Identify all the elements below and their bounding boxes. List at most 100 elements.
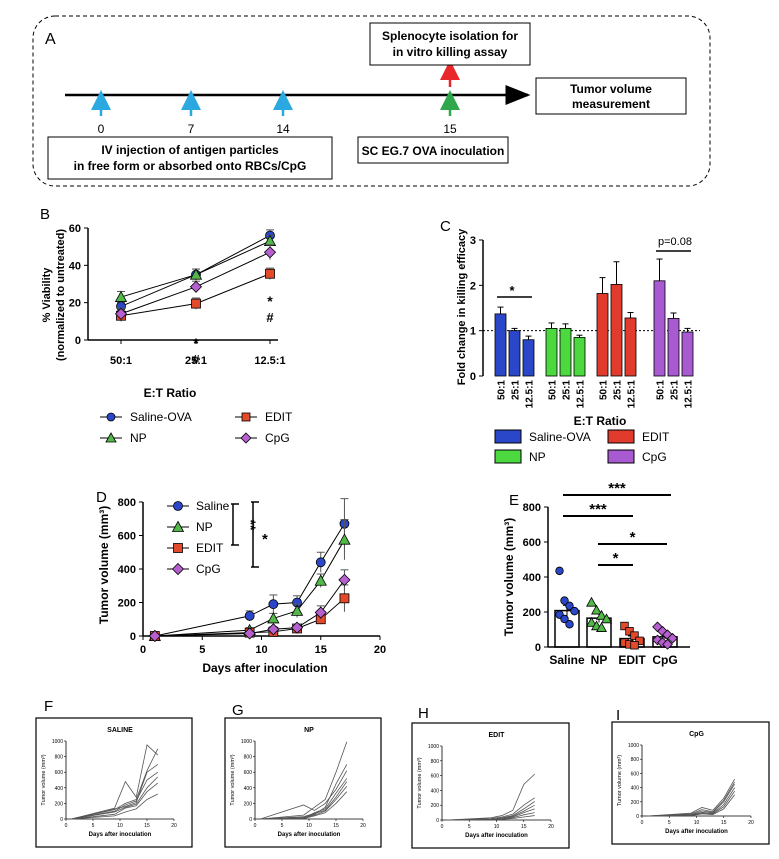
- panel-e-xtick-label: CpG: [652, 653, 677, 667]
- small-panel-series-line: [71, 764, 159, 820]
- small-panel-xtick-label: 5: [281, 823, 284, 829]
- panel-d-ytick-label: 0: [130, 631, 136, 643]
- panel-e-point: [560, 614, 569, 624]
- panel-e-point: [635, 636, 644, 646]
- panel-c-xtick-label: 25:1: [562, 380, 573, 400]
- small-panel-ytick-label: 200: [631, 800, 640, 806]
- small-panel-ytick-label: 0: [436, 818, 439, 824]
- panel-d-legend-marker: [173, 501, 183, 511]
- small-panel-xtick-label: 10: [306, 823, 312, 829]
- small-panel-ytick-label: 800: [631, 757, 640, 763]
- small-panel-ylabel: Tumor volume (mm³): [617, 755, 623, 806]
- panel-e-xtick-label: Saline: [549, 653, 585, 667]
- small-panel-ytick-label: 400: [431, 788, 440, 794]
- day-0-label: 0: [98, 122, 105, 136]
- panel-d-point: [290, 621, 304, 634]
- small-panel-series-line: [647, 794, 735, 817]
- panel-b-letter: B: [40, 206, 50, 223]
- small-panel-ytick-label: 0: [60, 817, 63, 823]
- panel-b-legend-label: Saline-OVA: [130, 410, 192, 424]
- injection-line1: IV injection of antigen particles: [101, 143, 279, 157]
- panel-a-frame: [32, 15, 711, 187]
- small-panel-xtick-label: 0: [641, 820, 644, 826]
- small-panel-ylabel: Tumor volume (mm³): [41, 754, 47, 805]
- panel-b-xtick-label: 12.5:1: [254, 355, 285, 367]
- panel-e-ytick-label: 600: [523, 537, 541, 549]
- small-panel-ytick-label: 1000: [628, 743, 639, 749]
- tumor-measure-box: [535, 77, 687, 115]
- panel-e-ytick-label: 400: [523, 572, 541, 584]
- panel-d-point: [290, 604, 304, 616]
- panel-c-ytick-label: 2: [470, 280, 476, 292]
- small-panel-xtick-label: 15: [333, 823, 339, 829]
- small-panel-ytick-label: 1000: [241, 739, 252, 745]
- small-panel-series-line: [71, 776, 159, 820]
- small-panel-ylabel: Tumor volume (mm³): [230, 754, 236, 805]
- panel-g-letter: G: [232, 702, 244, 719]
- panel-c-legend: Saline-OVA EDIT NP CpG: [494, 429, 670, 464]
- panel-d-series-line: [154, 579, 345, 637]
- panel-b-legend-label: EDIT: [265, 410, 293, 424]
- small-panel-series-line: [71, 782, 159, 820]
- panel-e-ytick-label: 800: [523, 502, 541, 514]
- small-panel-series-line: [447, 797, 535, 821]
- small-panel-frame: [611, 721, 770, 845]
- panel-e-point: [657, 625, 668, 637]
- panel-c-ytick-label: 3: [470, 235, 476, 247]
- small-panel-ytick-label: 1000: [52, 739, 63, 745]
- panel-b-xlabel: E:T Ratio: [144, 386, 197, 400]
- small-panel-series-line: [71, 744, 159, 820]
- small-panel-ytick-label: 200: [431, 803, 440, 809]
- inoculation-box: [357, 136, 509, 164]
- panel-e-point: [586, 596, 597, 607]
- small-panel-ytick-label: 1000: [428, 744, 439, 750]
- panel-d-point: [267, 612, 280, 624]
- panel-d-point: [315, 557, 326, 568]
- panel-d-point: [268, 599, 279, 610]
- panel-c-xtick-label: 12.5:1: [684, 380, 695, 409]
- panel-d-ytick-label: 600: [118, 531, 136, 543]
- panel-c-xtick-label: 12.5:1: [576, 380, 587, 409]
- panel-e-point: [555, 566, 564, 576]
- panel-c-bar: [522, 339, 535, 377]
- panel-d-xtick-label: 5: [199, 644, 205, 656]
- panel-b-legend: Saline-OVA EDIT NP CpG: [100, 410, 293, 445]
- day-7-label: 7: [188, 122, 195, 136]
- panel-c-legend-label: NP: [529, 450, 546, 464]
- panel-d-series-line: [154, 523, 345, 637]
- small-panel-frame: [35, 717, 193, 848]
- panel-b-annot-star: *: [267, 293, 273, 309]
- panel-c-xtick-label: 12.5:1: [525, 380, 536, 409]
- panel-e-point: [652, 634, 663, 646]
- small-panel-series-line: [71, 748, 159, 820]
- panel-c-bar: [653, 280, 666, 377]
- small-panel-xtick-label: 20: [748, 820, 754, 826]
- small-panel-ytick-label: 600: [244, 770, 253, 776]
- panel-d-legend-marker: [173, 543, 183, 553]
- panel-c-xtick-label: 25:1: [613, 380, 624, 400]
- panel-d-point: [243, 627, 256, 640]
- panel-c-bar: [667, 318, 680, 377]
- panel-e: E Tumor volume (mm³) 0 200 400 600 800 Saline…: [502, 480, 690, 667]
- panel-e-letter: E: [509, 492, 519, 509]
- small-panel-title: SALINE: [107, 727, 133, 734]
- small-panel-ytick-label: 600: [431, 774, 440, 780]
- killing-assay-line1: Splenocyte isolation for: [382, 29, 518, 43]
- small-panel-ytick-label: 800: [244, 755, 253, 761]
- small-panel-xtick-label: 10: [117, 823, 123, 829]
- panel-b-point: [189, 268, 203, 280]
- small-panel-xtick-label: 0: [441, 824, 444, 830]
- small-panel-title: NP: [304, 727, 314, 734]
- panel-d-point: [338, 573, 351, 586]
- panel-e-point: [625, 627, 634, 636]
- small-panel-series-line: [260, 778, 348, 820]
- panel-e-sig-label: *: [613, 550, 619, 567]
- panel-c-sig-star: *: [509, 283, 515, 298]
- small-panel-xtick-label: 5: [92, 823, 95, 829]
- tumor-measure-line2: measurement: [572, 97, 650, 111]
- small-panel-xtick-label: 20: [548, 824, 554, 830]
- panel-b-legend-label: CpG: [265, 431, 290, 445]
- panel-b-annot-hash: #: [192, 352, 200, 367]
- small-panel-ytick-label: 400: [55, 786, 64, 792]
